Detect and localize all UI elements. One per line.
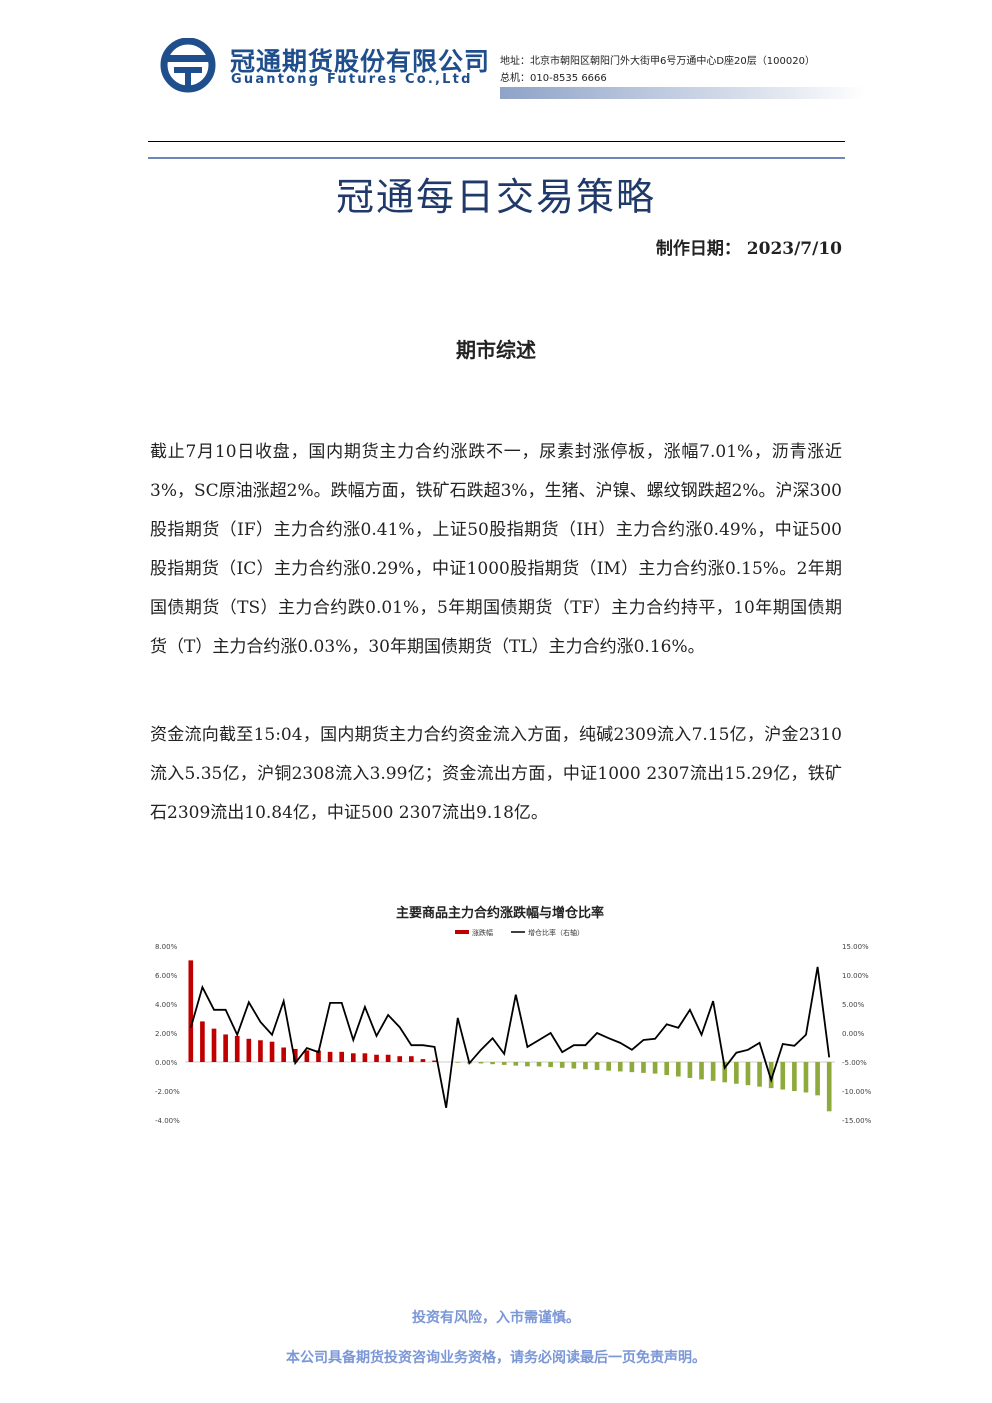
bar xyxy=(420,1059,426,1062)
bar xyxy=(350,1053,356,1062)
date: 2023/7/10 xyxy=(746,239,842,259)
company-name: 冠通期货股份有限公司 xyxy=(230,47,491,76)
bar xyxy=(211,1028,217,1062)
doc-title: 冠通每日交易策略 xyxy=(335,175,656,219)
footer-note: 本公司具备期货投资咨询业务资格，请务必阅读最后一页免责声明。 xyxy=(286,1350,706,1366)
company-name-en: Guantong Futures Co.,Ltd xyxy=(231,72,473,87)
section-title: 期市综述 xyxy=(456,338,536,362)
bar xyxy=(316,1050,321,1062)
date-label: 制作日期： xyxy=(655,239,741,259)
footer-note: 投资有风险，入市需谨慎。 xyxy=(412,1310,580,1326)
chart: 主要商品主力合约涨跌幅与增仓比率 8.00% 6.00% 4.00% 2.00% 0.0… xyxy=(155,905,872,1125)
paragraph: 资金流向截至15:04，国内期货主力合约资金流入方面，纯碱2309流入7.15亿… xyxy=(150,725,842,823)
bar xyxy=(699,1062,704,1080)
bar xyxy=(722,1062,728,1083)
bar xyxy=(687,1062,693,1078)
bar xyxy=(780,1062,786,1090)
bar xyxy=(281,1047,286,1062)
address: 地址：北京市朝阳区朝阳门外大街甲6号万通中心D座20层（100020） xyxy=(500,56,815,67)
chart-title: 主要商品主力合约涨跌幅与增仓比率 xyxy=(396,905,604,921)
bar xyxy=(675,1062,681,1077)
y2-tick-label: 15.00% xyxy=(842,943,869,951)
legend-label: 涨跌幅 xyxy=(472,928,493,937)
bar xyxy=(571,1062,577,1069)
bar xyxy=(606,1062,611,1071)
bar xyxy=(757,1062,762,1087)
paragraph: 截止7月10日收盘，国内期货主力合约涨跌不一，尿素封涨停板，涨幅7.01%，沥青… xyxy=(150,442,842,657)
bar xyxy=(478,1062,484,1064)
y2-tick-label: -10.00% xyxy=(842,1088,872,1096)
bar xyxy=(327,1051,333,1062)
bar xyxy=(304,1050,310,1062)
y-tick-label: -2.00% xyxy=(155,1088,180,1096)
header-bar xyxy=(500,87,865,99)
bar xyxy=(583,1062,588,1070)
rule xyxy=(148,141,845,142)
bar xyxy=(258,1040,263,1062)
bar xyxy=(490,1062,495,1065)
bar xyxy=(292,1048,298,1062)
bar xyxy=(246,1038,252,1062)
bar xyxy=(269,1041,275,1062)
y-tick-label: 4.00% xyxy=(155,1001,178,1009)
bar xyxy=(710,1062,716,1081)
phone: 总机：010-8535 6666 xyxy=(500,73,607,84)
y-tick-label: 2.00% xyxy=(155,1030,178,1038)
legend-label: 增仓比率（右轴） xyxy=(528,928,584,937)
y2-tick-label: -15.00% xyxy=(842,1117,872,1125)
bar xyxy=(768,1062,774,1089)
bar xyxy=(617,1062,623,1072)
y-tick-label: 0.00% xyxy=(155,1059,178,1067)
bar xyxy=(815,1062,820,1096)
bar xyxy=(641,1062,646,1073)
bar xyxy=(664,1062,670,1076)
bar xyxy=(339,1051,345,1062)
bar xyxy=(200,1021,205,1062)
y2-tick-label: 5.00% xyxy=(842,1001,865,1009)
y2-tick-label: 0.00% xyxy=(842,1030,865,1038)
bar xyxy=(455,1062,461,1063)
bar xyxy=(792,1062,797,1091)
bar xyxy=(629,1062,635,1073)
bar xyxy=(652,1062,658,1074)
bar xyxy=(548,1062,553,1068)
bar xyxy=(826,1062,832,1112)
y-tick-label: 8.00% xyxy=(155,943,178,951)
y2-tick-label: 10.00% xyxy=(842,972,869,980)
legend-swatch xyxy=(455,930,469,934)
y-tick-label: 6.00% xyxy=(155,972,178,980)
bar xyxy=(803,1062,809,1093)
bar xyxy=(559,1062,565,1068)
bar xyxy=(594,1062,600,1070)
logo xyxy=(160,38,216,93)
rule xyxy=(148,157,845,159)
bar xyxy=(397,1056,403,1062)
bar xyxy=(362,1053,368,1062)
bar xyxy=(745,1062,751,1086)
bar xyxy=(525,1062,530,1067)
date-line: 制作日期： 2023/7/10 xyxy=(656,234,842,259)
bar xyxy=(223,1034,228,1062)
y-tick-label: -4.00% xyxy=(155,1117,180,1125)
bar xyxy=(432,1060,437,1062)
bar xyxy=(234,1035,240,1062)
bar xyxy=(374,1054,379,1062)
bar xyxy=(385,1054,391,1062)
bar xyxy=(409,1056,414,1062)
y2-tick-label: -5.00% xyxy=(842,1059,867,1067)
bar xyxy=(513,1062,519,1066)
bar xyxy=(536,1062,542,1067)
bar xyxy=(188,960,194,1062)
bar xyxy=(734,1062,739,1084)
bar xyxy=(501,1062,507,1065)
line xyxy=(189,966,831,1108)
